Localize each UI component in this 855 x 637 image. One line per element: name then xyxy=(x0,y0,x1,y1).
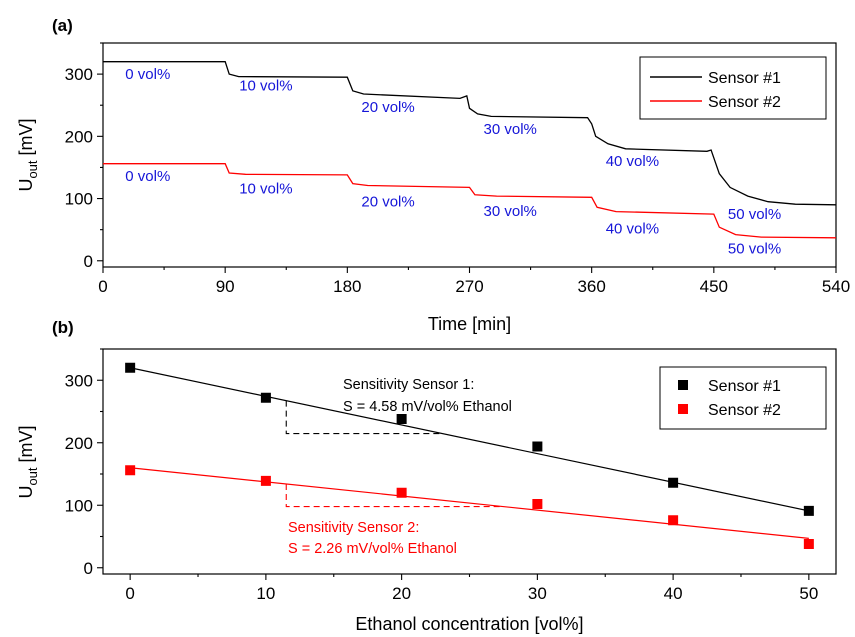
panel-b-slope-guides xyxy=(285,400,504,508)
b-slope-guide-sensor1 xyxy=(285,400,443,435)
a-concentration-label: 0 vol% xyxy=(125,168,170,185)
b-point-sensor1 xyxy=(668,477,679,488)
panel-b-tick-labels: 0 10 20 30 40 50 0 100 200 300 xyxy=(65,371,819,603)
panel-b-sensitivity-note-2: Sensitivity Sensor 2: S = 2.26 mV/vol% E… xyxy=(288,520,457,557)
a-xtick-label: 360 xyxy=(577,277,605,296)
a-series-line-sensor1 xyxy=(103,61,837,206)
a-xtick-label: 450 xyxy=(700,277,728,296)
panel-a-tick-labels: 0 90 180 270 360 450 540 0 100 200 300 xyxy=(65,65,851,296)
a-concentration-label: 30 vol% xyxy=(484,121,537,138)
a-xtick-label: 540 xyxy=(822,277,850,296)
a-concentration-label: 20 vol% xyxy=(361,99,414,116)
panel-b-fit-lines xyxy=(130,367,809,539)
a-concentration-label: 10 vol% xyxy=(239,77,292,94)
b-slope-guide-sensor2 xyxy=(285,483,504,508)
panel-a-legend-label-sensor2: Sensor #2 xyxy=(708,94,781,111)
a-concentration-label: 40 vol% xyxy=(606,220,659,237)
panel-b-legend: Sensor #1 Sensor #2 xyxy=(659,366,827,430)
panel-a-y-axis-title: Uout [mV] xyxy=(16,118,40,191)
a-concentration-label: 20 vol% xyxy=(361,194,414,211)
a-xtick-label: 270 xyxy=(455,277,483,296)
panel-b-sensitivity-note-1: Sensitivity Sensor 1: S = 4.58 mV/vol% E… xyxy=(343,377,512,415)
b-xtick-label: 10 xyxy=(256,584,275,603)
panel-b-legend-box xyxy=(659,366,827,430)
panel-a-legend: Sensor #1 Sensor #2 xyxy=(639,56,827,120)
b-point-sensor1 xyxy=(260,392,271,403)
a-series-line-sensor2 xyxy=(103,163,837,239)
panel-b-ticks xyxy=(97,348,810,580)
b-xtick-label: 0 xyxy=(125,584,134,603)
b-xtick-label: 40 xyxy=(664,584,683,603)
a-concentration-label: 10 vol% xyxy=(239,181,292,198)
panel-b: (b) 0 10 20 30 40 50 0 100 200 300 Sensitivity Se… xyxy=(16,318,837,634)
b-ytick-label: 300 xyxy=(65,371,93,390)
b-ytick-label: 0 xyxy=(84,559,93,578)
a-ytick-label: 300 xyxy=(65,65,93,84)
panel-a-annotations: 0 vol% 10 vol% 20 vol% 30 vol% 40 vol% 50 vol… xyxy=(125,66,781,257)
b-point-sensor1 xyxy=(125,362,136,373)
panel-b-points xyxy=(125,362,814,549)
a-concentration-label: 0 vol% xyxy=(125,66,170,83)
b-point-sensor2 xyxy=(125,465,136,476)
b-xtick-label: 30 xyxy=(528,584,547,603)
panel-b-x-axis-title: Ethanol concentration [vol%] xyxy=(355,614,583,634)
panel-b-legend-label-sensor1: Sensor #1 xyxy=(708,378,781,395)
a-xtick-label: 180 xyxy=(333,277,361,296)
a-ytick-label: 100 xyxy=(65,190,93,209)
a-xtick-label: 90 xyxy=(216,277,235,296)
a-ytick-label: 200 xyxy=(65,127,93,146)
panel-a-label: (a) xyxy=(52,16,73,35)
panel-a: (a) 0 90 180 270 360 450 540 0 100 200 300 0 vol% 1… xyxy=(16,16,850,334)
panel-a-ticks xyxy=(97,42,837,273)
b-point-sensor1 xyxy=(532,441,543,452)
a-xtick-label: 0 xyxy=(98,277,107,296)
b-point-sensor1 xyxy=(803,505,814,516)
panel-a-x-axis-title: Time [min] xyxy=(428,314,511,334)
panel-b-legend-marker-sensor1 xyxy=(678,380,688,390)
a-concentration-label: 50 vol% xyxy=(728,206,781,223)
panel-a-legend-label-sensor1: Sensor #1 xyxy=(708,70,781,87)
a-concentration-label: 40 vol% xyxy=(606,153,659,170)
b-point-sensor2 xyxy=(260,475,271,486)
b-xtick-label: 50 xyxy=(799,584,818,603)
b-point-sensor2 xyxy=(396,487,407,498)
panel-b-legend-label-sensor2: Sensor #2 xyxy=(708,402,781,419)
a-concentration-label: 50 vol% xyxy=(728,240,781,257)
a-ytick-label: 0 xyxy=(84,252,93,271)
b-fit-line-sensor1 xyxy=(130,367,809,512)
b-point-sensor2 xyxy=(803,539,814,549)
panel-b-label: (b) xyxy=(52,318,74,337)
b-point-sensor1 xyxy=(396,414,407,424)
sensitivity-2-line2: S = 2.26 mV/vol% Ethanol xyxy=(288,541,457,557)
panel-a-legend-box xyxy=(639,56,827,120)
b-point-sensor2 xyxy=(668,515,679,526)
b-ytick-label: 200 xyxy=(65,434,93,453)
sensitivity-1-line1: Sensitivity Sensor 1: xyxy=(343,377,474,393)
panel-b-y-axis-title: Uout [mV] xyxy=(16,425,40,498)
b-xtick-label: 20 xyxy=(392,584,411,603)
sensitivity-2-line1: Sensitivity Sensor 2: xyxy=(288,520,419,536)
panel-a-series xyxy=(103,61,837,239)
sensitivity-1-line2: S = 4.58 mV/vol% Ethanol xyxy=(343,399,512,415)
b-point-sensor2 xyxy=(532,499,543,509)
b-ytick-label: 100 xyxy=(65,496,93,515)
a-concentration-label: 30 vol% xyxy=(484,203,537,220)
b-fit-line-sensor2 xyxy=(130,467,809,539)
panel-b-legend-marker-sensor2 xyxy=(678,404,688,414)
